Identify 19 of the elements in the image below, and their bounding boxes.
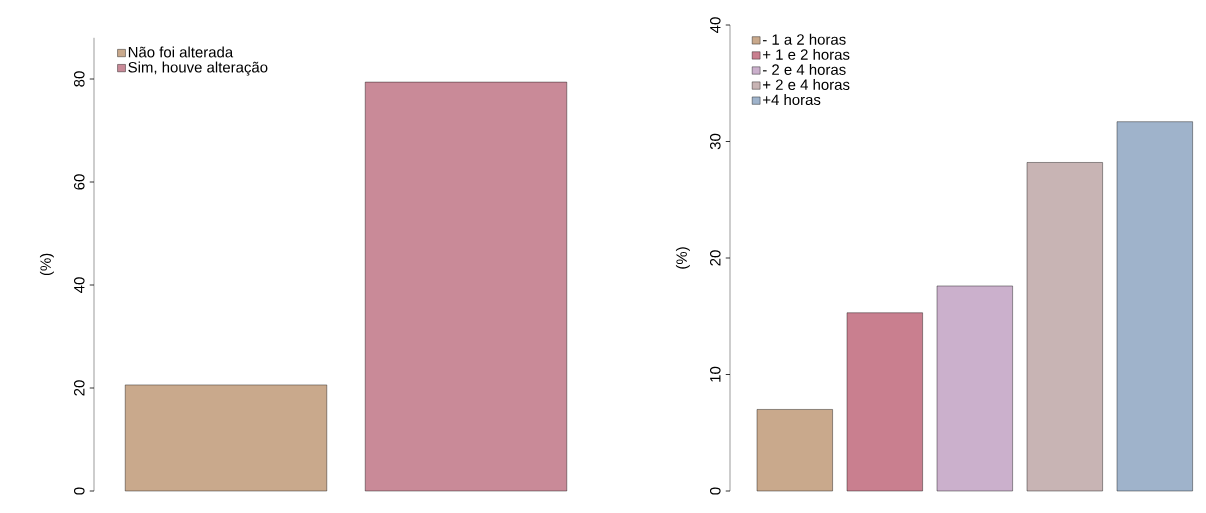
y-tick-label: 40 bbox=[709, 17, 721, 33]
y-axis-title: (%) bbox=[675, 247, 690, 269]
legend-label: + 2 e 4 horas bbox=[763, 79, 850, 90]
legend-label: - 1 a 2 horas bbox=[762, 33, 846, 45]
y-tick-label: 20 bbox=[709, 250, 721, 266]
legend-label: Não foi alterada bbox=[128, 46, 234, 58]
y-tick-label: 10 bbox=[709, 366, 721, 382]
y-tick-label: 40 bbox=[73, 277, 85, 293]
y-axis-title: (%) bbox=[39, 253, 54, 276]
y-tick-label: 20 bbox=[73, 380, 85, 396]
y-tick-label: 0 bbox=[73, 487, 85, 495]
legend-label: +4 horas bbox=[763, 94, 821, 106]
legend-label: Sim, houve alteração bbox=[128, 61, 268, 76]
y-tick-label: 80 bbox=[73, 71, 85, 87]
y-tick-label: 60 bbox=[73, 174, 85, 190]
y-tick-label: 0 bbox=[709, 487, 721, 495]
legend-label: + 1 e 2 horas bbox=[763, 48, 850, 60]
legend-label: - 2 e 4 horas bbox=[762, 63, 846, 75]
y-tick-label: 30 bbox=[709, 133, 721, 150]
